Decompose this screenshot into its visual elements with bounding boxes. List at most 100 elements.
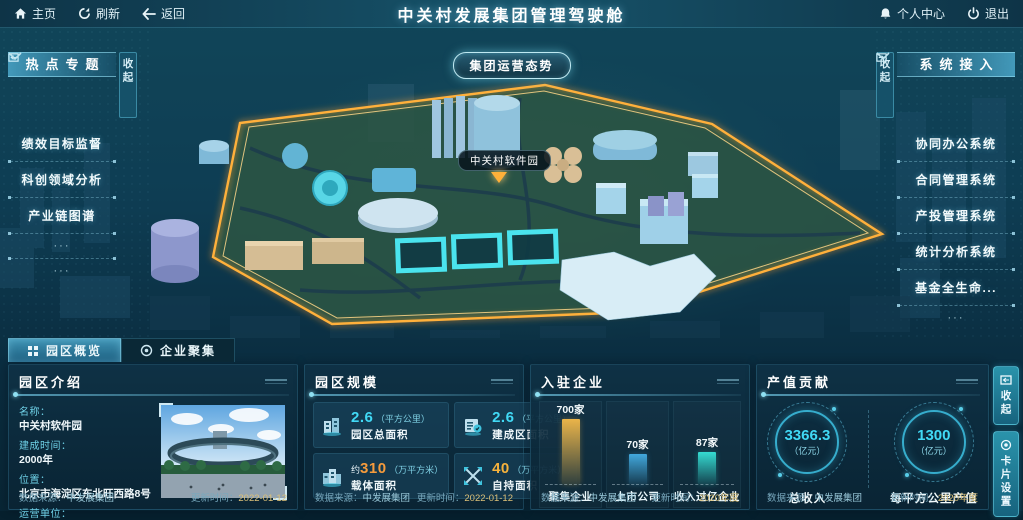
field-label: 位置：	[19, 475, 51, 487]
hot-topic-item[interactable]: 产业链图谱	[28, 209, 96, 223]
stat-card-total-area: 2.6 （平方公里） 园区总面积	[313, 402, 450, 448]
panel-title: 产值贡献	[767, 375, 832, 390]
field-value: 2000年	[19, 454, 53, 467]
personal-center-button[interactable]: 个人中心	[879, 5, 945, 22]
item-divider	[897, 304, 1015, 307]
more-items-dots: ···	[53, 240, 71, 252]
gauge-output-per-km: 1300 （亿元） 每平方公里产值	[890, 402, 978, 506]
bell-icon	[880, 8, 891, 19]
bar-baseline	[612, 484, 663, 485]
park-map-label[interactable]: 中关村软件园	[458, 150, 551, 171]
carrier-buildings-icon	[319, 463, 345, 489]
park-marker-icon[interactable]	[491, 172, 507, 183]
enterprise-bar-chart: 700家 聚集企业 70家 上市公司 87家 收入过亿企业	[531, 396, 749, 508]
refresh-button[interactable]: 刷新	[78, 5, 120, 22]
expand-down-button[interactable]	[8, 52, 116, 289]
home-label: 主页	[32, 7, 57, 21]
update-time: 更新时间：2022-01-12	[190, 493, 287, 504]
output-value-panel: 产值贡献 3366.3 （亿元） 总收入 1300 （亿元）	[756, 364, 989, 510]
group-operation-status-button[interactable]: 集团运营态势	[452, 52, 571, 79]
data-source: 数据来源：中发展集团	[19, 493, 115, 504]
field-label: 名称：	[19, 407, 51, 418]
item-divider	[897, 196, 1015, 199]
system-item[interactable]: 协同办公系统	[915, 137, 997, 151]
city-bottom-row	[150, 296, 910, 338]
update-time: 更新时间：2022-01-12	[416, 493, 513, 504]
bar-group: 700家 聚集企业	[539, 401, 602, 508]
bar-聚集企业	[561, 419, 580, 484]
gear-dot-icon	[1000, 439, 1012, 451]
data-source: 数据来源：中发展集团	[315, 493, 411, 504]
stat-card-carrier-area: 约310 （万平方米） 载体面积	[313, 453, 450, 499]
chevron-down-icon	[876, 52, 890, 60]
system-item[interactable]: 合同管理系统	[915, 173, 997, 187]
gauge-total-revenue: 3366.3 （亿元） 总收入	[767, 402, 848, 506]
header-decoration	[956, 379, 978, 384]
gauge-ring: 3366.3 （亿元）	[767, 402, 848, 482]
bar-baseline	[679, 484, 735, 485]
park-buildings	[151, 95, 718, 321]
back-arrow-icon	[142, 7, 156, 20]
logout-button[interactable]: 退出	[967, 5, 1009, 22]
personal-center-label: 个人中心	[896, 7, 945, 21]
header-underline	[761, 392, 980, 397]
system-item[interactable]: 统计分析系统	[915, 245, 997, 259]
system-access-collapse-button[interactable]: 收起	[876, 52, 894, 118]
header-decoration	[491, 379, 513, 384]
system-item[interactable]: 产投管理系统	[915, 209, 997, 223]
field-label: 建成时间：	[19, 441, 72, 453]
expand-down-button[interactable]	[876, 52, 1015, 336]
hot-topics-collapse-button[interactable]: 收起	[8, 52, 137, 118]
field-value: 中关村软件园	[19, 420, 82, 432]
item-divider	[8, 160, 116, 163]
field-label: 运营单位：	[19, 509, 72, 520]
back-label: 返回	[161, 7, 186, 21]
enterprises-panel: 入驻企业 700家 聚集企业 70家 上市公司 87家 收入过亿企业	[530, 364, 750, 510]
collapse-panel-icon	[1000, 375, 1012, 385]
buildings-icon	[319, 412, 345, 438]
update-time: 更新时间：2020年度	[890, 493, 978, 504]
panel-title: 入驻企业	[541, 375, 606, 390]
system-access-title: 系统接入	[897, 52, 1015, 77]
gauge-divider	[868, 410, 870, 488]
bar-group: 87家 收入过亿企业	[673, 401, 741, 508]
card-settings-button[interactable]: 卡片设置	[993, 431, 1019, 517]
back-button[interactable]: 返回	[142, 5, 185, 22]
system-item[interactable]: 基金全生命...	[914, 281, 997, 295]
bar-收入过亿企业	[698, 452, 716, 484]
item-divider	[897, 160, 1015, 163]
park-info-fields: 名称： 中关村软件园 建成时间： 2000年 位置： 北京市海淀区东北旺西路8号…	[19, 403, 151, 520]
park-inner-outline	[222, 90, 870, 319]
header-decoration	[717, 379, 739, 384]
header-underline	[535, 392, 741, 397]
built-area-icon	[460, 412, 486, 438]
hot-topics-panel: 热点专题 收起 绩效目标监督 科创领域分析 产业链图谱 ··· ···	[8, 52, 137, 289]
more-items-dots: ···	[53, 265, 71, 277]
bar-baseline	[545, 484, 596, 485]
hot-topic-item[interactable]: 科创领域分析	[21, 173, 103, 187]
map-area[interactable]: 集团运营态势 中关村软件园 热点专题 收起 绩效目标监督 科创领域分析 产业链图…	[0, 28, 1023, 338]
park-3d-map[interactable]	[0, 28, 1023, 338]
header-right-nav: 个人中心 退出	[865, 5, 1023, 22]
chevron-down-icon	[8, 52, 22, 60]
tab-enterprise-cluster[interactable]: 企业聚集	[121, 338, 236, 362]
bar-group: 70家 上市公司	[606, 401, 669, 508]
tab-park-overview[interactable]: 园区概览	[8, 338, 122, 362]
home-icon	[14, 8, 27, 19]
data-source: 数据来源：中发展集团	[541, 493, 637, 504]
item-divider	[8, 257, 116, 260]
top-header: 主页 刷新 返回 中关村发展集团管理驾驶舱 个人中心 退出	[0, 0, 1023, 28]
header-decoration	[265, 379, 287, 384]
hot-topic-item[interactable]: 绩效目标监督	[21, 137, 103, 151]
bottom-strip	[0, 511, 1023, 520]
park-photo	[159, 403, 287, 500]
data-source: 数据来源：中发展集团	[767, 493, 863, 504]
home-button[interactable]: 主页	[14, 5, 56, 22]
update-time: 更新时间：2020年度	[651, 493, 739, 504]
refresh-icon	[79, 7, 90, 19]
target-circle-icon	[140, 344, 153, 357]
park-intro-panel: 园区介绍 名称： 中关村软件园 建成时间： 2000年 位置： 北京市海淀区东北…	[8, 364, 298, 520]
panels-collapse-button[interactable]: 收起	[993, 366, 1019, 425]
item-divider	[897, 232, 1015, 235]
header-underline	[13, 392, 289, 397]
